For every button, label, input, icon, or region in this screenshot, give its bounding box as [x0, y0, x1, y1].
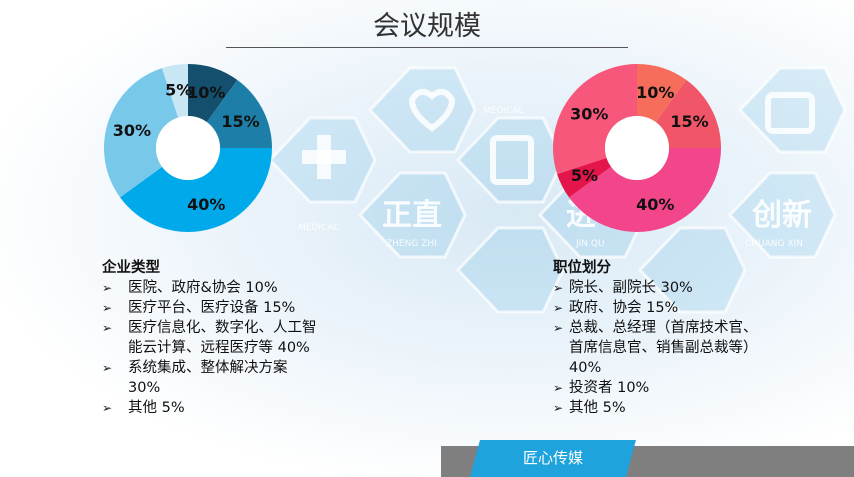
bg-word-medical-a: MEDICAL: [483, 106, 524, 116]
bg-word-medical-b: MEDICAL: [298, 223, 339, 233]
donut-0-label-0: 10%: [187, 83, 225, 102]
arrow-bullet-icon: ➢: [102, 321, 113, 335]
hexagon-clipboard: [455, 116, 565, 204]
donut-0-hole: [156, 116, 220, 180]
medkit-icon: [765, 92, 815, 134]
position-list-item-line: 政府、协会 15%: [569, 300, 679, 316]
bg-word-chuangxin: 创新: [751, 198, 812, 233]
enterprise-type-list-item: ➢ 医疗平台、医疗设备 15%: [102, 298, 372, 318]
position-list-item: ➢ 院长、副院长 30%: [553, 278, 793, 298]
arrow-bullet-icon: ➢: [553, 321, 564, 335]
enterprise-type-list-title: 企业类型: [102, 260, 160, 276]
hexagon-medkit: [737, 66, 847, 154]
position-list-item: ➢ 总裁、总经理（首席技术官、 首席信息官、销售副总裁等） 40%: [553, 318, 793, 378]
donut-0-label-3: 30%: [113, 121, 151, 140]
enterprise-type-list-item: ➢ 医院、政府&协会 10%: [102, 278, 372, 298]
donut-0-slice-0: [188, 64, 238, 123]
bg-word-chuangxin-en: CHUANG XIN: [745, 239, 803, 249]
donut-chart-position: 10% 15% 40% 5% 30%: [553, 64, 721, 233]
enterprise-type-list-item-line: 医疗信息化、数字化、人工智: [128, 320, 317, 336]
position-list-item-line: 投资者 10%: [569, 380, 650, 396]
donut-1-slice-3: [557, 157, 612, 198]
position-items: ➢ 院长、副院长 30% ➢ 政府、协会 15% ➢ 总裁、总经理（首席技术官、 首席信息官…: [553, 278, 793, 418]
donut-1-label-4: 30%: [570, 104, 608, 123]
hexagon-heart: [367, 66, 477, 154]
donut-0-slice-2: [120, 148, 272, 233]
position-list-item: ➢ 政府、协会 15%: [553, 298, 793, 318]
donut-1-slice-4: [553, 64, 637, 174]
donut-0-slice-3: [104, 68, 179, 198]
arrow-bullet-icon: ➢: [553, 401, 564, 415]
heart-icon: [408, 88, 456, 132]
donut-0-slice-4: [162, 64, 188, 118]
position-list-item: ➢ 投资者 10%: [553, 378, 793, 398]
arrow-bullet-icon: ➢: [102, 361, 113, 375]
donut-1-hole: [605, 116, 669, 180]
enterprise-type-list-item-line: 医院、政府&协会 10%: [128, 280, 278, 296]
bg-word-jinqu-en: JIN QU: [575, 239, 605, 249]
hexagon-zhengzhi: [357, 171, 467, 259]
donut-1-slice-1: [655, 80, 721, 148]
donut-1-label-0: 10%: [636, 83, 674, 102]
donut-1-label-2: 40%: [636, 195, 674, 214]
donut-chart-enterprise-type: 10% 15% 40% 30% 5%: [104, 64, 272, 233]
arrow-bullet-icon: ➢: [102, 281, 113, 295]
donut-1-slice-0: [637, 64, 687, 123]
enterprise-type-list-item-line: 其他 5%: [128, 400, 185, 416]
bg-word-zhengzhi: 正直: [382, 198, 442, 233]
position-list-item-line: 其他 5%: [569, 400, 626, 416]
enterprise-type-list-item-line: 医疗平台、医疗设备 15%: [128, 300, 296, 316]
donut-0-label-1: 15%: [221, 112, 259, 131]
clipboard-icon: [490, 135, 534, 185]
enterprise-type-list-item: ➢ 其他 5%: [102, 398, 372, 418]
arrow-bullet-icon: ➢: [553, 281, 564, 295]
position-list-title: 职位划分: [553, 260, 611, 276]
hexagon-flask: [637, 226, 747, 314]
footer-brand-tag: 匠心传媒: [470, 440, 636, 477]
donut-0-label-4: 5%: [165, 81, 192, 100]
donut-1-label-3: 5%: [571, 166, 598, 185]
donut-0-slice-1: [206, 80, 272, 148]
position-list-item-line: 院长、副院长 30%: [569, 280, 693, 296]
position-list-item-line: 首席信息官、销售副总裁等）: [569, 340, 758, 356]
position-list: 职位划分 ➢ 院长、副院长 30% ➢ 政府、协会 15% ➢ 总裁、总经理（首席技术官、…: [553, 258, 793, 418]
hexagon-molecule: [455, 226, 565, 314]
enterprise-type-list: 企业类型 ➢ 医院、政府&协会 10% ➢ 医疗平台、医疗设备 15% ➢ 医疗信息化、数…: [102, 258, 372, 418]
enterprise-type-items: ➢ 医院、政府&协会 10% ➢ 医疗平台、医疗设备 15% ➢ 医疗信息化、数字化、人工…: [102, 278, 372, 418]
arrow-bullet-icon: ➢: [102, 301, 113, 315]
donut-1-slice-2: [569, 148, 721, 233]
enterprise-type-list-item: ➢ 医疗信息化、数字化、人工智 能云计算、远程医疗等 40%: [102, 318, 372, 358]
enterprise-type-list-item-line: 系统集成、整体解决方案: [128, 360, 288, 376]
cross-icon-v: [317, 135, 331, 179]
arrow-bullet-icon: ➢: [553, 381, 564, 395]
enterprise-type-list-item-line: 30%: [128, 380, 161, 396]
position-list-item-line: 总裁、总经理（首席技术官、: [569, 320, 758, 336]
enterprise-type-list-item-line: 能云计算、远程医疗等 40%: [128, 340, 310, 356]
hexagon-chuangxin: [727, 171, 837, 259]
donut-1-label-1: 15%: [670, 112, 708, 131]
arrow-bullet-icon: ➢: [102, 401, 113, 415]
page-title: 会议规模: [226, 8, 628, 48]
donut-0-label-2: 40%: [187, 195, 225, 214]
position-list-item: ➢ 其他 5%: [553, 398, 793, 418]
bg-word-zhengzhi-en: ZHENG ZHI: [386, 239, 437, 249]
enterprise-type-list-item: ➢ 系统集成、整体解决方案 30%: [102, 358, 372, 398]
arrow-bullet-icon: ➢: [553, 301, 564, 315]
position-list-item-line: 40%: [569, 360, 602, 376]
